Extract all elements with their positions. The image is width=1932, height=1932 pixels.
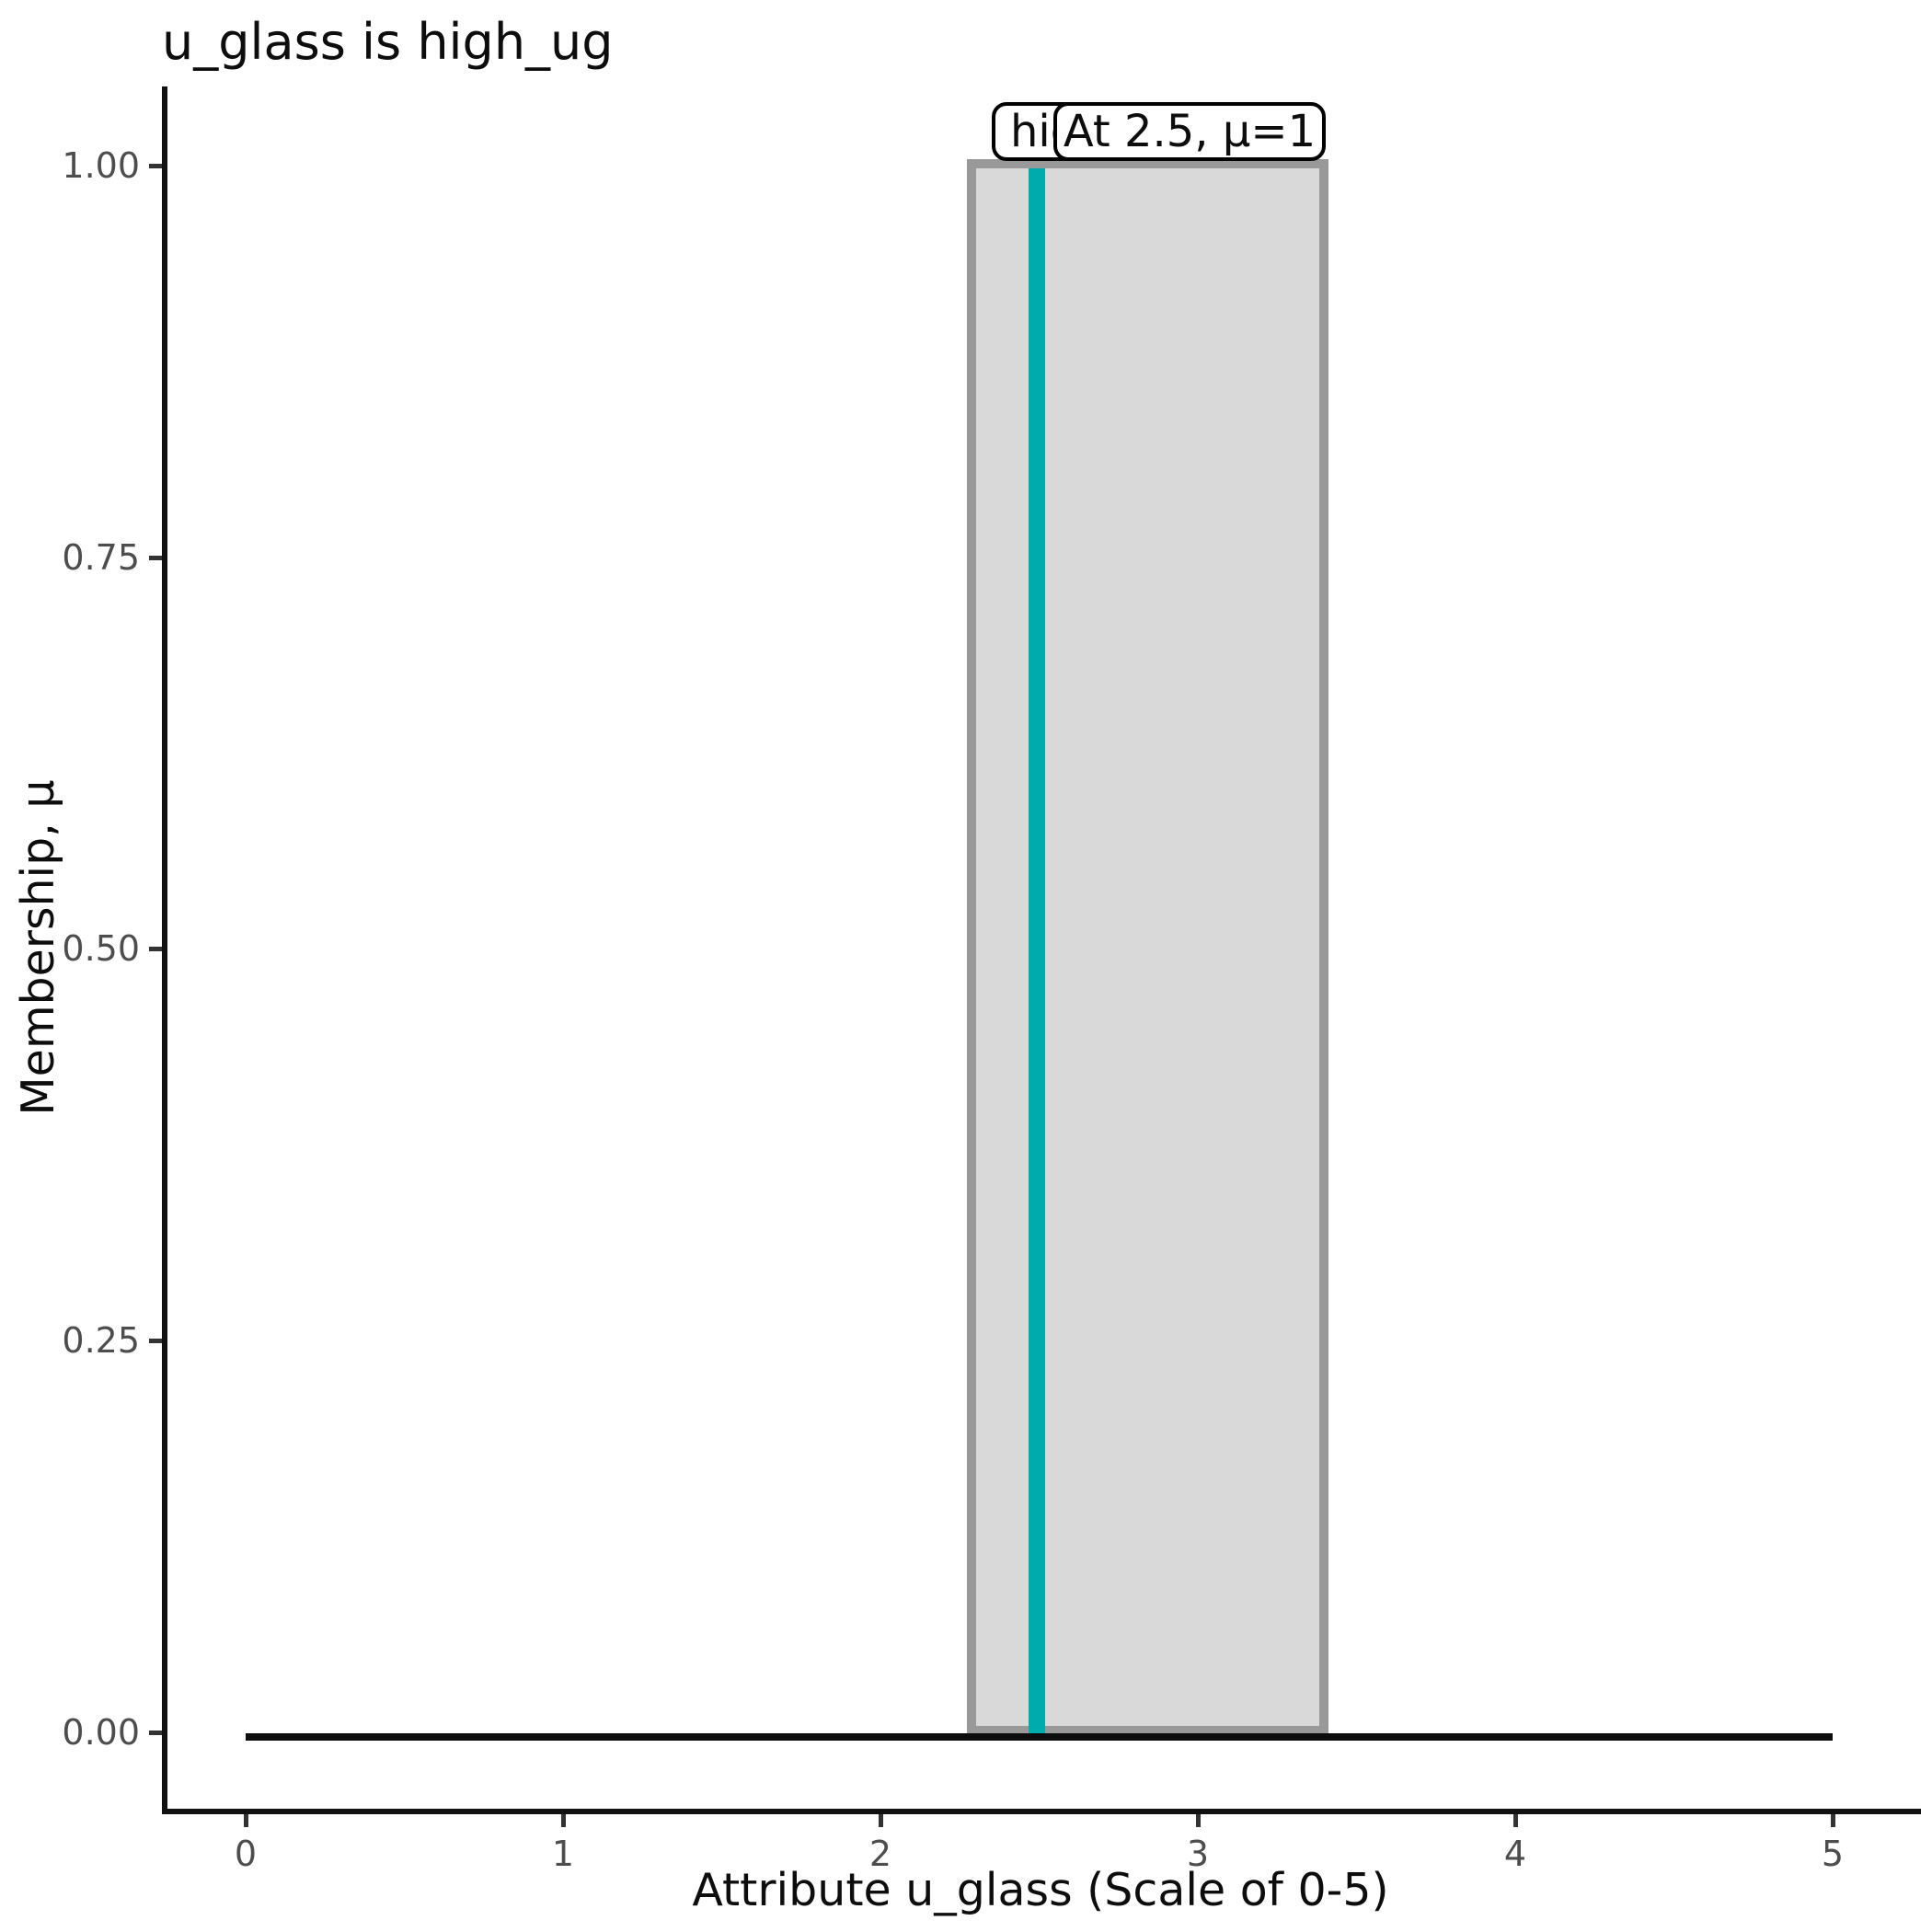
y-tick-mark bbox=[149, 947, 162, 951]
x-tick-label: 5 bbox=[1821, 1834, 1845, 1874]
y-tick-label: 1.00 bbox=[62, 145, 140, 186]
membership-function-rectangle bbox=[967, 159, 1328, 1735]
x-axis-line bbox=[162, 1809, 1921, 1814]
x-tick-label: 2 bbox=[868, 1834, 892, 1874]
y-tick-mark bbox=[149, 164, 162, 168]
y-axis-title: Membership, μ bbox=[12, 779, 64, 1116]
y-tick-label: 0.25 bbox=[62, 1320, 140, 1361]
y-tick-label: 0.50 bbox=[62, 928, 140, 969]
x-tick-mark bbox=[879, 1814, 883, 1827]
x-tick-mark bbox=[244, 1814, 248, 1827]
x-tick-label: 0 bbox=[234, 1834, 258, 1874]
y-tick-mark bbox=[149, 556, 162, 560]
y-tick-mark bbox=[149, 1731, 162, 1735]
evaluation-value-label: At 2.5, μ=1 bbox=[1053, 102, 1326, 161]
y-tick-label: 0.75 bbox=[62, 537, 140, 578]
evaluation-line bbox=[1029, 168, 1045, 1734]
x-tick-label: 3 bbox=[1186, 1834, 1210, 1874]
x-tick-label: 1 bbox=[551, 1834, 575, 1874]
x-tick-mark bbox=[561, 1814, 566, 1827]
zero-membership-line bbox=[246, 1733, 1833, 1741]
y-tick-mark bbox=[149, 1339, 162, 1343]
y-axis-line bbox=[162, 86, 167, 1814]
x-tick-mark bbox=[1513, 1814, 1518, 1827]
chart-title: u_glass is high_ug bbox=[162, 13, 614, 71]
y-tick-label: 0.00 bbox=[62, 1712, 140, 1753]
x-tick-mark bbox=[1196, 1814, 1201, 1827]
x-axis-title: Attribute u_glass (Scale of 0-5) bbox=[692, 1864, 1389, 1916]
x-tick-label: 4 bbox=[1503, 1834, 1527, 1874]
x-tick-mark bbox=[1831, 1814, 1835, 1827]
